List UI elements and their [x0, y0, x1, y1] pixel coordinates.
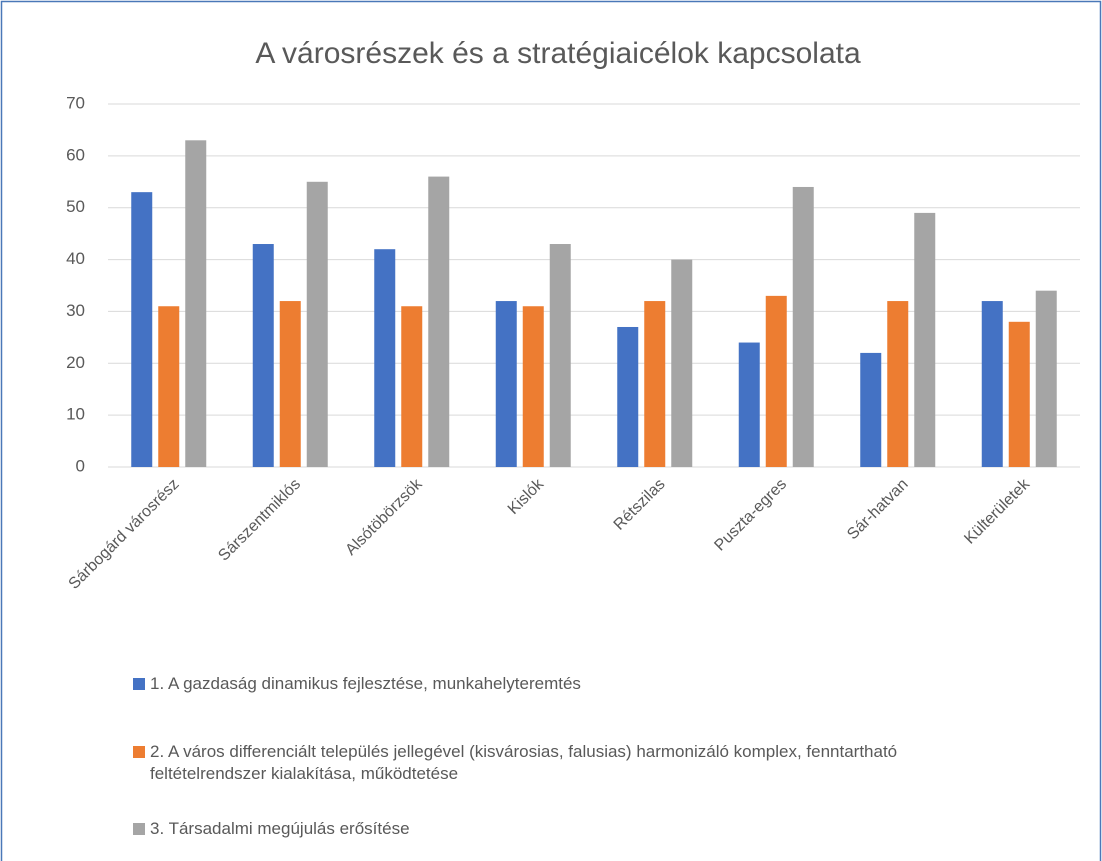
- legend-swatch: [133, 823, 145, 835]
- y-tick-label: 0: [76, 456, 85, 475]
- bar: [185, 140, 207, 468]
- chart-title: A városrészek és a stratégiaicélok kapcs…: [255, 37, 861, 70]
- bar: [1008, 321, 1030, 467]
- legend-item: 1. A gazdaság dinamikus fejlesztése, mun…: [133, 673, 1013, 695]
- legend-item: 2. A város differenciált település jelle…: [133, 741, 1013, 785]
- bar: [306, 181, 328, 468]
- x-tick-label: Rétszilas: [611, 476, 669, 534]
- bar: [374, 249, 396, 467]
- bar: [671, 259, 693, 467]
- bar: [738, 342, 760, 467]
- y-tick-label: 60: [66, 145, 85, 164]
- x-tick-label: Alsótöbörzsök: [342, 475, 426, 559]
- bar: [522, 306, 544, 467]
- bar: [981, 301, 1003, 467]
- bar: [792, 186, 814, 467]
- bar: [401, 306, 423, 467]
- bar: [914, 212, 936, 467]
- legend-label: 2. A város differenciált település jelle…: [150, 742, 898, 783]
- y-tick-label: 10: [66, 405, 85, 424]
- bar: [158, 306, 180, 467]
- bar: [549, 244, 571, 467]
- bar: [252, 244, 274, 467]
- x-tick-label: Sárbogárd városrész: [66, 476, 183, 593]
- legend-label: 3. Társadalmi megújulás erősítése: [150, 819, 410, 838]
- bar: [1035, 290, 1057, 467]
- bar: [644, 301, 666, 467]
- bar: [617, 326, 639, 467]
- bar: [279, 301, 301, 467]
- y-tick-label: 20: [66, 353, 85, 372]
- legend-swatch: [133, 678, 145, 690]
- legend-item: 3. Társadalmi megújulás erősítése: [133, 818, 1013, 840]
- y-tick-label: 70: [66, 93, 85, 112]
- legend-label: 1. A gazdaság dinamikus fejlesztése, mun…: [150, 674, 581, 693]
- legend-swatch: [133, 746, 145, 758]
- bar: [860, 352, 882, 467]
- bar: [495, 301, 517, 467]
- y-tick-label: 30: [66, 301, 85, 320]
- bar: [887, 301, 909, 467]
- x-tick-label: Kislók: [505, 475, 548, 518]
- bar: [428, 176, 450, 467]
- bar: [131, 192, 153, 467]
- x-tick-label: Sárszentmiklós: [215, 476, 304, 565]
- x-tick-label: Puszta-egres: [711, 476, 790, 555]
- y-tick-label: 40: [66, 249, 85, 268]
- x-tick-label: Sár-hatvan: [844, 476, 911, 543]
- y-tick-label: 50: [66, 197, 85, 216]
- x-tick-label: Külterületek: [961, 475, 1033, 547]
- bar: [765, 295, 787, 467]
